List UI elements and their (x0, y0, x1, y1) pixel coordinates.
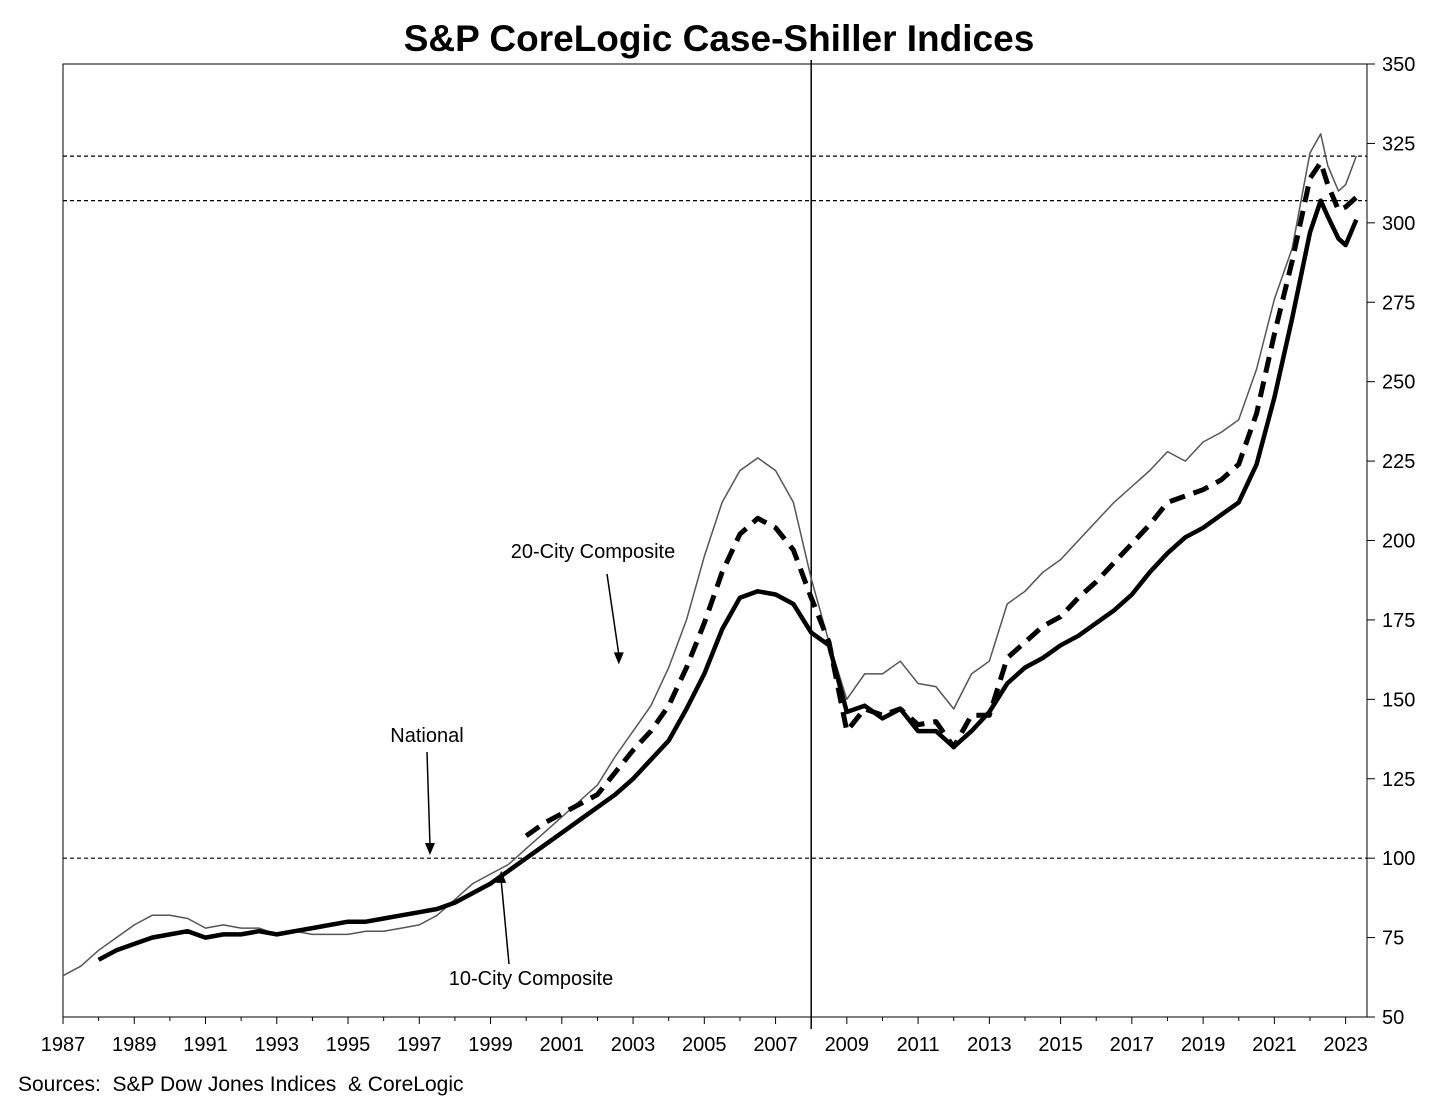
y-tick-label: 275 (1382, 292, 1415, 314)
y-tick-label: 175 (1382, 610, 1415, 632)
y-tick-label: 300 (1382, 213, 1415, 235)
y-tick-label: 125 (1382, 769, 1415, 791)
x-tick-label: 2015 (1038, 1034, 1083, 1056)
series-layer (62, 133, 1359, 977)
annotation-label: 10-City Composite (449, 968, 614, 990)
x-tick-label: 2021 (1252, 1034, 1297, 1056)
annotations: 20-City Composite National 10-City Composi… (390, 541, 675, 990)
chart-title: S&P CoreLogic Case-Shiller Indices (404, 18, 1035, 59)
y-tick-label: 75 (1382, 928, 1404, 950)
y-tick-label: 150 (1382, 689, 1415, 711)
x-tick-label: 1989 (112, 1034, 157, 1056)
x-tick-label: 2023 (1323, 1034, 1368, 1056)
series-line-20-city-composite (524, 160, 1358, 838)
annotation-arrow (426, 751, 431, 846)
arrowhead-icon (424, 842, 435, 855)
x-tick-label: 1999 (468, 1034, 513, 1056)
y-tick-label: 325 (1382, 133, 1415, 155)
annotation-label: National (390, 725, 463, 747)
x-tick-label: 2005 (682, 1034, 727, 1056)
x-tick-label: 1991 (183, 1034, 228, 1056)
x-tick-label: 2001 (540, 1034, 585, 1056)
source-note: Sources: S&P Dow Jones Indices & CoreLog… (18, 1073, 464, 1096)
y-tick-label: 100 (1382, 848, 1415, 870)
x-tick-label: 1997 (397, 1034, 442, 1056)
x-tick-label: 2019 (1181, 1034, 1226, 1056)
annotation-label: 20-City Composite (511, 541, 676, 563)
x-tick-label: 2007 (753, 1034, 798, 1056)
x-tick-label: 2003 (611, 1034, 656, 1056)
reference-lines (63, 60, 1367, 1029)
series-line-national (97, 198, 1359, 962)
series-line-10-city-composite (62, 133, 1358, 977)
y-tick-label: 200 (1382, 531, 1415, 553)
y-tick-label: 350 (1382, 54, 1415, 76)
x-tick-label: 1995 (326, 1034, 371, 1056)
arrowhead-icon (613, 652, 624, 665)
x-tick-label: 2013 (967, 1034, 1012, 1056)
arrowhead-icon (496, 870, 507, 883)
x-tick-label: 2009 (825, 1034, 870, 1056)
annotation-arrow (500, 880, 510, 965)
x-tick-label: 2017 (1110, 1034, 1155, 1056)
y-axis: 50 75 100 125 150 175 200 225 250 275 300 325 350 (1367, 54, 1415, 1029)
x-tick-label: 1987 (41, 1034, 86, 1056)
x-tick-label: 2011 (897, 1034, 940, 1056)
x-axis: 1987 1989 1991 1993 1995 1997 1999 2001 2003 2005… (41, 1017, 1368, 1056)
x-tick-label: 1993 (255, 1034, 300, 1056)
annotation-arrow (606, 573, 620, 655)
y-tick-label: 50 (1382, 1007, 1404, 1029)
plot-area-border (62, 63, 1368, 1018)
y-tick-label: 250 (1382, 372, 1415, 394)
y-tick-label: 225 (1382, 451, 1415, 473)
